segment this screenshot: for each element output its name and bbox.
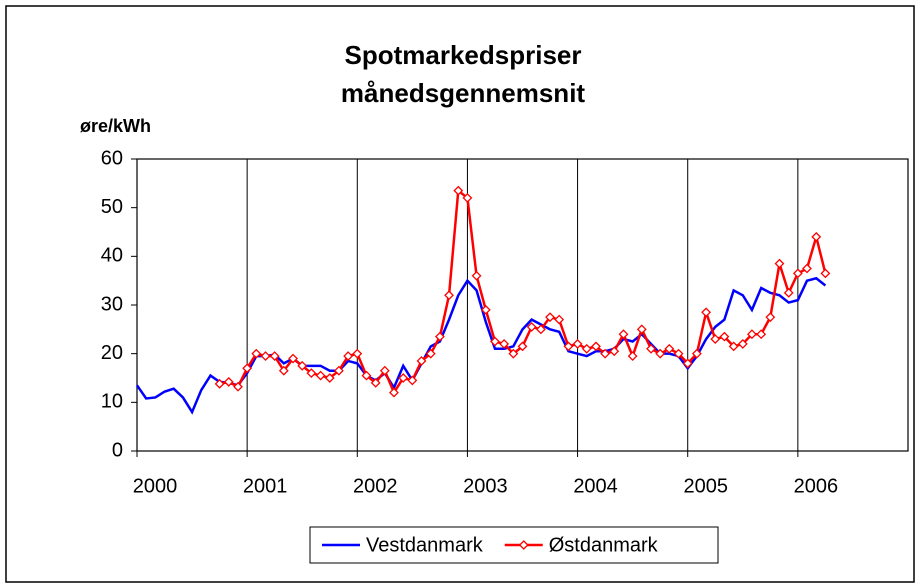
data-point [682,358,693,369]
data-point [581,343,592,354]
data-point [591,341,601,352]
data-point [398,373,409,383]
legend-marker [518,540,529,550]
data-point [673,348,684,359]
data-point [719,331,730,342]
data-point [352,348,363,359]
data-point [691,348,702,359]
data-point [517,341,528,352]
data-point [572,339,583,349]
data-point [306,368,317,379]
y-tick-label: 50 [101,196,123,218]
data-point [792,268,803,279]
data-point [361,370,372,381]
data-point [324,373,335,383]
data-point [471,270,482,281]
legend-label: Østdanmark [549,534,659,556]
data-point [646,343,656,354]
data-point [627,351,638,362]
data-point [379,365,390,376]
chart-title: månedsgennemsnit [341,78,586,108]
data-point [315,370,326,381]
data-point [820,268,831,279]
series-line [135,276,827,415]
x-tick-label: 2004 [573,475,618,497]
data-point [251,348,262,359]
data-point [288,353,298,364]
data-point [600,348,611,359]
data-point [499,339,510,349]
data-point [223,376,234,387]
data-point [563,341,574,352]
y-tick-label: 40 [101,245,123,267]
data-point [636,324,647,335]
data-point [701,307,712,318]
data-point [609,346,620,357]
chart-title: Spotmarkedspriser [345,40,582,70]
data-point [278,365,289,376]
data-point [444,290,454,301]
data-point [434,331,445,342]
data-point [728,341,739,352]
data-point [333,365,344,376]
y-tick-label: 30 [101,293,123,315]
data-point [407,375,418,386]
x-tick-label: 2006 [794,475,839,497]
data-point [618,329,629,340]
y-tick-label: 20 [101,342,123,364]
data-point [545,312,555,323]
data-point [214,378,225,389]
data-point [389,387,399,398]
data-point [535,324,546,335]
data-point [526,321,537,332]
data-point [370,377,381,388]
data-point [554,314,565,325]
data-point [453,185,464,196]
legend-label: Vestdanmark [366,534,484,556]
x-tick-label: 2000 [133,475,178,497]
data-point [425,348,436,359]
data-point [765,312,776,323]
data-point [233,381,243,392]
data-point [710,334,721,344]
data-point [756,329,767,340]
data-point [508,348,519,359]
data-point [783,287,794,298]
data-point [664,343,675,354]
data-point [480,304,491,315]
data-point [269,351,280,362]
y-tick-label: 60 [101,147,123,169]
x-tick-label: 2001 [243,475,288,497]
y-tick-label: 10 [101,391,123,413]
data-point [802,263,812,274]
x-tick-label: 2002 [353,475,398,497]
data-point [462,193,473,203]
data-point [416,356,427,366]
data-point [737,339,748,349]
data-point [811,231,822,242]
data-point [490,336,500,347]
x-tick-label: 2003 [463,475,508,497]
y-axis-label: øre/kWh [80,116,151,136]
data-point [242,363,253,374]
data-point [655,348,666,359]
data-point [297,360,308,371]
data-point [774,258,785,269]
y-tick-label: 0 [112,439,123,461]
plot-area [136,158,909,452]
data-point [747,329,757,340]
data-point [260,351,271,362]
x-tick-label: 2005 [683,475,728,497]
data-point [343,351,354,362]
